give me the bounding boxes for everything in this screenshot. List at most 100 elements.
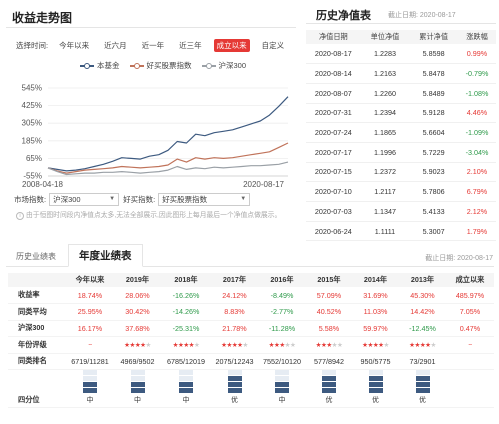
- annual-cell: 485.97%: [446, 287, 494, 304]
- nav-cell-unit: 1.2394: [360, 103, 410, 124]
- nav-row: 2020-08-14 1.2163 5.8478 -0.79%: [306, 63, 496, 84]
- annual-cell: 57.09%: [306, 287, 352, 304]
- star-empty-icon: ★: [430, 341, 436, 349]
- nav-row: 2020-07-03 1.1347 5.4133 2.12%: [306, 201, 496, 222]
- star-empty-icon: ★★: [284, 341, 296, 349]
- legend-label: 本基金: [97, 61, 120, 70]
- star-icon: ★★★★: [362, 341, 384, 349]
- period-filter: 选择时间: 今年以来 近六月 近一年 近三年 成立以来 自定义: [16, 38, 300, 52]
- annual-cell: 25.95%: [66, 303, 114, 321]
- rating-cell: ★★★★★: [211, 336, 258, 354]
- legend-item-hs300[interactable]: 沪深300: [201, 60, 246, 71]
- nav-cell-acc: 5.4133: [409, 201, 458, 222]
- period-6m[interactable]: 近六月: [104, 40, 127, 50]
- haomai-index-value: 好买股票指数: [162, 194, 208, 204]
- period-label: 选择时间:: [16, 40, 49, 50]
- nav-cell-date: 2020-08-17: [306, 44, 361, 65]
- quartile-bars-icon: [179, 370, 193, 393]
- trend-header: 收益走势图: [6, 6, 296, 28]
- y-tick-label: 185%: [22, 136, 42, 145]
- quartile-cell: 优: [306, 369, 352, 408]
- nav-row: 2020-07-15 1.2372 5.9023 2.10%: [306, 162, 496, 183]
- nav-cell-chg: 2.10%: [457, 162, 496, 183]
- legend-item-fund[interactable]: 本基金: [80, 60, 120, 71]
- annual-col-header: 2018年: [161, 273, 211, 287]
- annual-cell: 30.42%: [114, 303, 161, 321]
- star-empty-icon: ★: [242, 341, 248, 349]
- quartile-bars-icon: [415, 370, 430, 393]
- nav-cell-unit: 1.2163: [360, 63, 410, 84]
- y-tick-label: 425%: [22, 101, 42, 110]
- nav-cell-date: 2020-07-10: [306, 181, 361, 202]
- annual-row-label: 沪深300: [8, 320, 66, 337]
- legend-swatch-icon: [80, 62, 94, 69]
- annual-row-peer-avg: 同类平均 25.95% 30.42% -14.26% 8.83% -2.77% 40.52%…: [8, 303, 494, 321]
- nav-cell-unit: 1.2283: [360, 44, 410, 65]
- tab-annual-performance[interactable]: 年度业绩表: [68, 244, 143, 267]
- star-icon: ★★★: [268, 341, 285, 349]
- annual-col-header: 今年以来: [66, 273, 114, 287]
- legend-label: 好买股票指数: [146, 61, 192, 70]
- nav-cell-date: 2020-06-24: [306, 221, 361, 242]
- annual-row-quartile: 四分位中 中 中 优 中 优 优 优: [8, 369, 494, 408]
- star-icon: ★★★★: [124, 341, 146, 349]
- y-tick-label: 65%: [26, 154, 42, 163]
- chart-legend: 本基金 好买股票指数 沪深300: [80, 60, 256, 71]
- annual-cell: -8.49%: [258, 287, 306, 304]
- quartile-text: 优: [325, 397, 333, 404]
- trend-title: 收益走势图: [12, 11, 73, 25]
- annual-table: 今年以来 2019年 2018年 2017年 2016年 2015年 2014年 2013年成…: [8, 273, 494, 408]
- star-empty-icon: ★: [193, 341, 200, 349]
- nav-header: 历史净值表 截止日期: 2020-08-17: [306, 6, 496, 24]
- rating-cell: ★★★★★: [399, 336, 446, 354]
- period-since-inception[interactable]: 成立以来: [213, 38, 250, 52]
- rating-cell: ★★★★★: [352, 336, 399, 354]
- annual-row-return: 收益率 18.74% 28.06% -16.26% 24.12% -8.49% 57.09%…: [8, 287, 494, 304]
- nav-cell-chg: 4.46%: [457, 103, 496, 124]
- quartile-cell: 优: [399, 369, 446, 408]
- period-ytd[interactable]: 今年以来: [59, 40, 90, 50]
- nav-cell-acc: 5.8489: [409, 83, 458, 104]
- quartile-cell: 中: [161, 369, 211, 408]
- haomai-index-select[interactable]: 好买股票指数 ▼: [158, 192, 251, 206]
- nav-row: 2020-08-07 1.2260 5.8489 -1.08%: [306, 83, 496, 104]
- nav-cell-date: 2020-07-24: [306, 122, 361, 143]
- y-tick-label: 545%: [22, 84, 42, 93]
- annual-cell: 40.52%: [306, 303, 352, 321]
- quartile-graphic: 优: [211, 370, 258, 405]
- nav-cell-date: 2020-07-17: [306, 142, 361, 163]
- nav-cell-chg: 2.12%: [457, 201, 496, 222]
- annual-col-header: 2017年: [211, 273, 258, 287]
- period-custom[interactable]: 自定义: [261, 40, 285, 50]
- quartile-graphic: 优: [352, 370, 399, 405]
- annual-col-header: 2019年: [114, 273, 161, 287]
- quartile-bars-icon: [227, 370, 242, 393]
- annual-cell: 11.03%: [352, 303, 399, 321]
- market-index-select[interactable]: 沪深300 ▼: [49, 192, 120, 206]
- nav-cell-acc: 5.8478: [409, 63, 458, 84]
- annual-cell: 28.06%: [114, 287, 161, 304]
- annual-cell: 5.58%: [306, 320, 352, 337]
- period-3y[interactable]: 近三年: [179, 40, 202, 50]
- tab-history-performance[interactable]: 历史业绩表: [16, 252, 56, 261]
- nav-cell-chg: -1.09%: [457, 122, 496, 143]
- legend-item-haomai[interactable]: 好买股票指数: [129, 60, 192, 71]
- series-line-hs300: [47, 161, 289, 176]
- rating-cell: ★★★★★: [114, 336, 161, 354]
- haomai-index-label: 好买指数:: [123, 194, 156, 204]
- quartile-graphic: 中: [66, 370, 114, 405]
- nav-table: 净值日期 单位净值 累计净值 涨跌幅 2020-08-17 1.2283 5.859…: [306, 30, 496, 242]
- quartile-cell: 中: [258, 369, 306, 408]
- period-1y[interactable]: 近一年: [141, 40, 165, 50]
- x-tick-label: 2008-04-18: [22, 180, 63, 189]
- market-index-label: 市场指数:: [14, 194, 47, 204]
- annual-col-header: [8, 273, 66, 287]
- y-tick-label: -55%: [23, 172, 42, 181]
- nav-cell-unit: 1.2117: [360, 181, 410, 202]
- nav-cell-unit: 1.2260: [360, 83, 410, 104]
- nav-cell-chg: 6.79%: [457, 181, 496, 202]
- quartile-cell: 中: [66, 369, 114, 408]
- annual-cell: 4969/9502: [114, 353, 161, 370]
- market-index-value: 沪深300: [53, 194, 81, 204]
- nav-cell-date: 2020-07-15: [306, 162, 361, 183]
